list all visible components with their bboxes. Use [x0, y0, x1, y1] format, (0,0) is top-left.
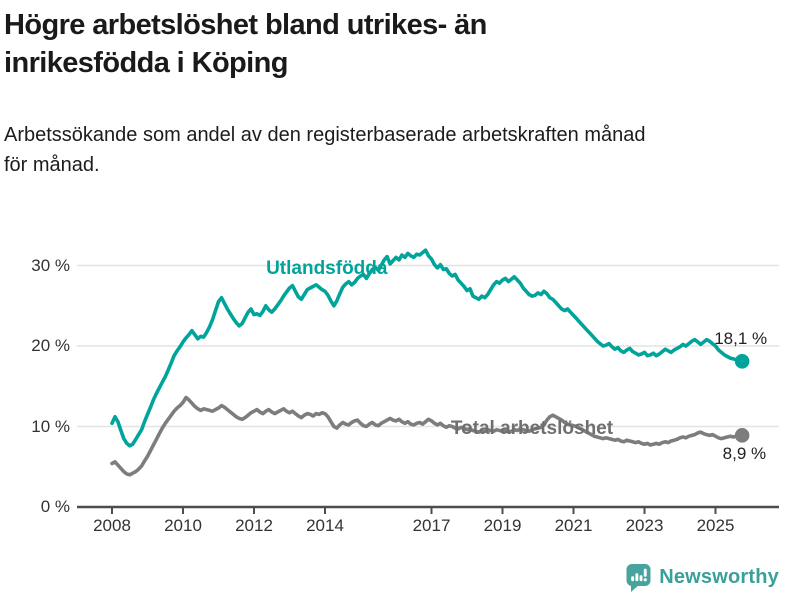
chart-title-line1: Högre arbetslöshet bland utrikes- än: [4, 9, 487, 41]
newsworthy-logo: Newsworthy: [625, 563, 779, 592]
chart-title: Högre arbetslöshet bland utrikes- än inr…: [4, 6, 784, 82]
series-line-utlandsfodda: [110, 248, 744, 448]
bar-chart-speech-bubble-icon: [626, 564, 651, 592]
series-end-dot-total: [734, 428, 750, 443]
newsworthy-wordmark: Newsworthy: [659, 566, 779, 588]
chart-subtitle: Arbetssökande som andel av den registerb…: [4, 120, 784, 180]
series-line-total: [110, 395, 744, 477]
chart-subtitle-line2: för månad.: [4, 154, 100, 176]
series-end-dot-utlandsfodda: [734, 353, 750, 369]
chart-subtitle-line1: Arbetssökande som andel av den registerb…: [4, 124, 646, 146]
chart-title-line2: inrikesfödda i Köping: [4, 47, 288, 79]
